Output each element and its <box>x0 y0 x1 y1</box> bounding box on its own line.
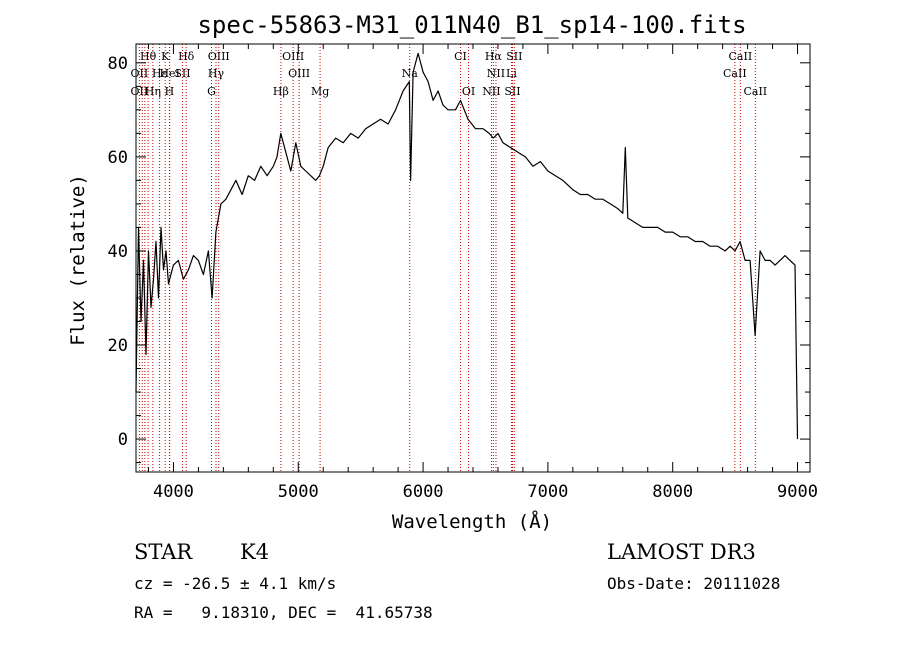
line-label-24: Mg <box>311 85 329 98</box>
line-label-12: SII <box>174 67 190 80</box>
y-tick-label-60: 60 <box>108 148 128 168</box>
line-label-15: Na <box>402 67 419 80</box>
line-label-17: Li <box>506 67 517 80</box>
line-label-22: G <box>207 85 216 98</box>
x-tick-label-7000: 7000 <box>527 482 568 502</box>
line-label-11: HeI <box>159 67 179 80</box>
line-label-14: OIII <box>288 67 310 80</box>
line-label-27: SII <box>504 85 520 98</box>
line-label-2: Hδ <box>178 50 195 63</box>
x-tick-label-8000: 8000 <box>652 482 693 502</box>
line-label-16: NII <box>487 67 505 80</box>
y-tick-label-80: 80 <box>108 54 128 74</box>
spectrum-series <box>135 52 799 440</box>
spectrum-line <box>135 52 799 440</box>
line-label-18: CaII <box>723 67 747 80</box>
x-tick-label-4000: 4000 <box>153 482 194 502</box>
line-label-25: OI <box>462 85 475 98</box>
object-subclass: K4 <box>240 540 270 564</box>
y-tick-label-20: 20 <box>108 336 128 356</box>
chart-title: spec-55863-M31_011N40_B1_sp14-100.fits <box>197 11 746 39</box>
x-axis-label: Wavelength (Å) <box>392 510 552 533</box>
line-label-0: Hθ <box>140 50 157 63</box>
line-label-7: SII <box>506 50 522 63</box>
line-label-3: OIII <box>208 50 230 63</box>
redshift-velocity: cz = -26.5 ± 4.1 km/s <box>134 574 337 593</box>
line-label-8: CaII <box>729 50 753 63</box>
y-tick-label-40: 40 <box>108 242 128 262</box>
line-label-21: H <box>165 85 175 98</box>
survey-name: LAMOST DR3 <box>607 540 756 564</box>
plot-frame <box>135 43 811 473</box>
y-axis-label: Flux (relative) <box>67 174 89 346</box>
line-label-10: Hε <box>152 67 168 80</box>
line-label-13: Hγ <box>208 67 225 80</box>
line-label-28: CaII <box>743 85 767 98</box>
line-label-9: OII <box>131 67 149 80</box>
line-label-1: K <box>161 50 170 63</box>
object-class: STAR <box>134 540 193 564</box>
y-tick-label-0: 0 <box>118 430 128 450</box>
x-tick-label-6000: 6000 <box>403 482 444 502</box>
line-label-5: CI <box>454 50 467 63</box>
observation-date: Obs-Date: 20111028 <box>607 574 781 593</box>
x-tick-label-5000: 5000 <box>278 482 319 502</box>
line-label-20: Hη <box>145 85 161 98</box>
line-label-6: Hα <box>485 50 503 63</box>
line-label-23: Hβ <box>273 85 289 98</box>
line-label-19: OII <box>131 85 149 98</box>
coordinates: RA = 9.18310, DEC = 41.65738 <box>134 603 433 622</box>
line-label-26: NII <box>482 85 500 98</box>
x-tick-label-9000: 9000 <box>777 482 818 502</box>
axis-ticks: 4000 5000 6000 7000 8000 9000 0 20 40 60 80 <box>108 44 818 502</box>
line-label-4: OIII <box>282 50 304 63</box>
